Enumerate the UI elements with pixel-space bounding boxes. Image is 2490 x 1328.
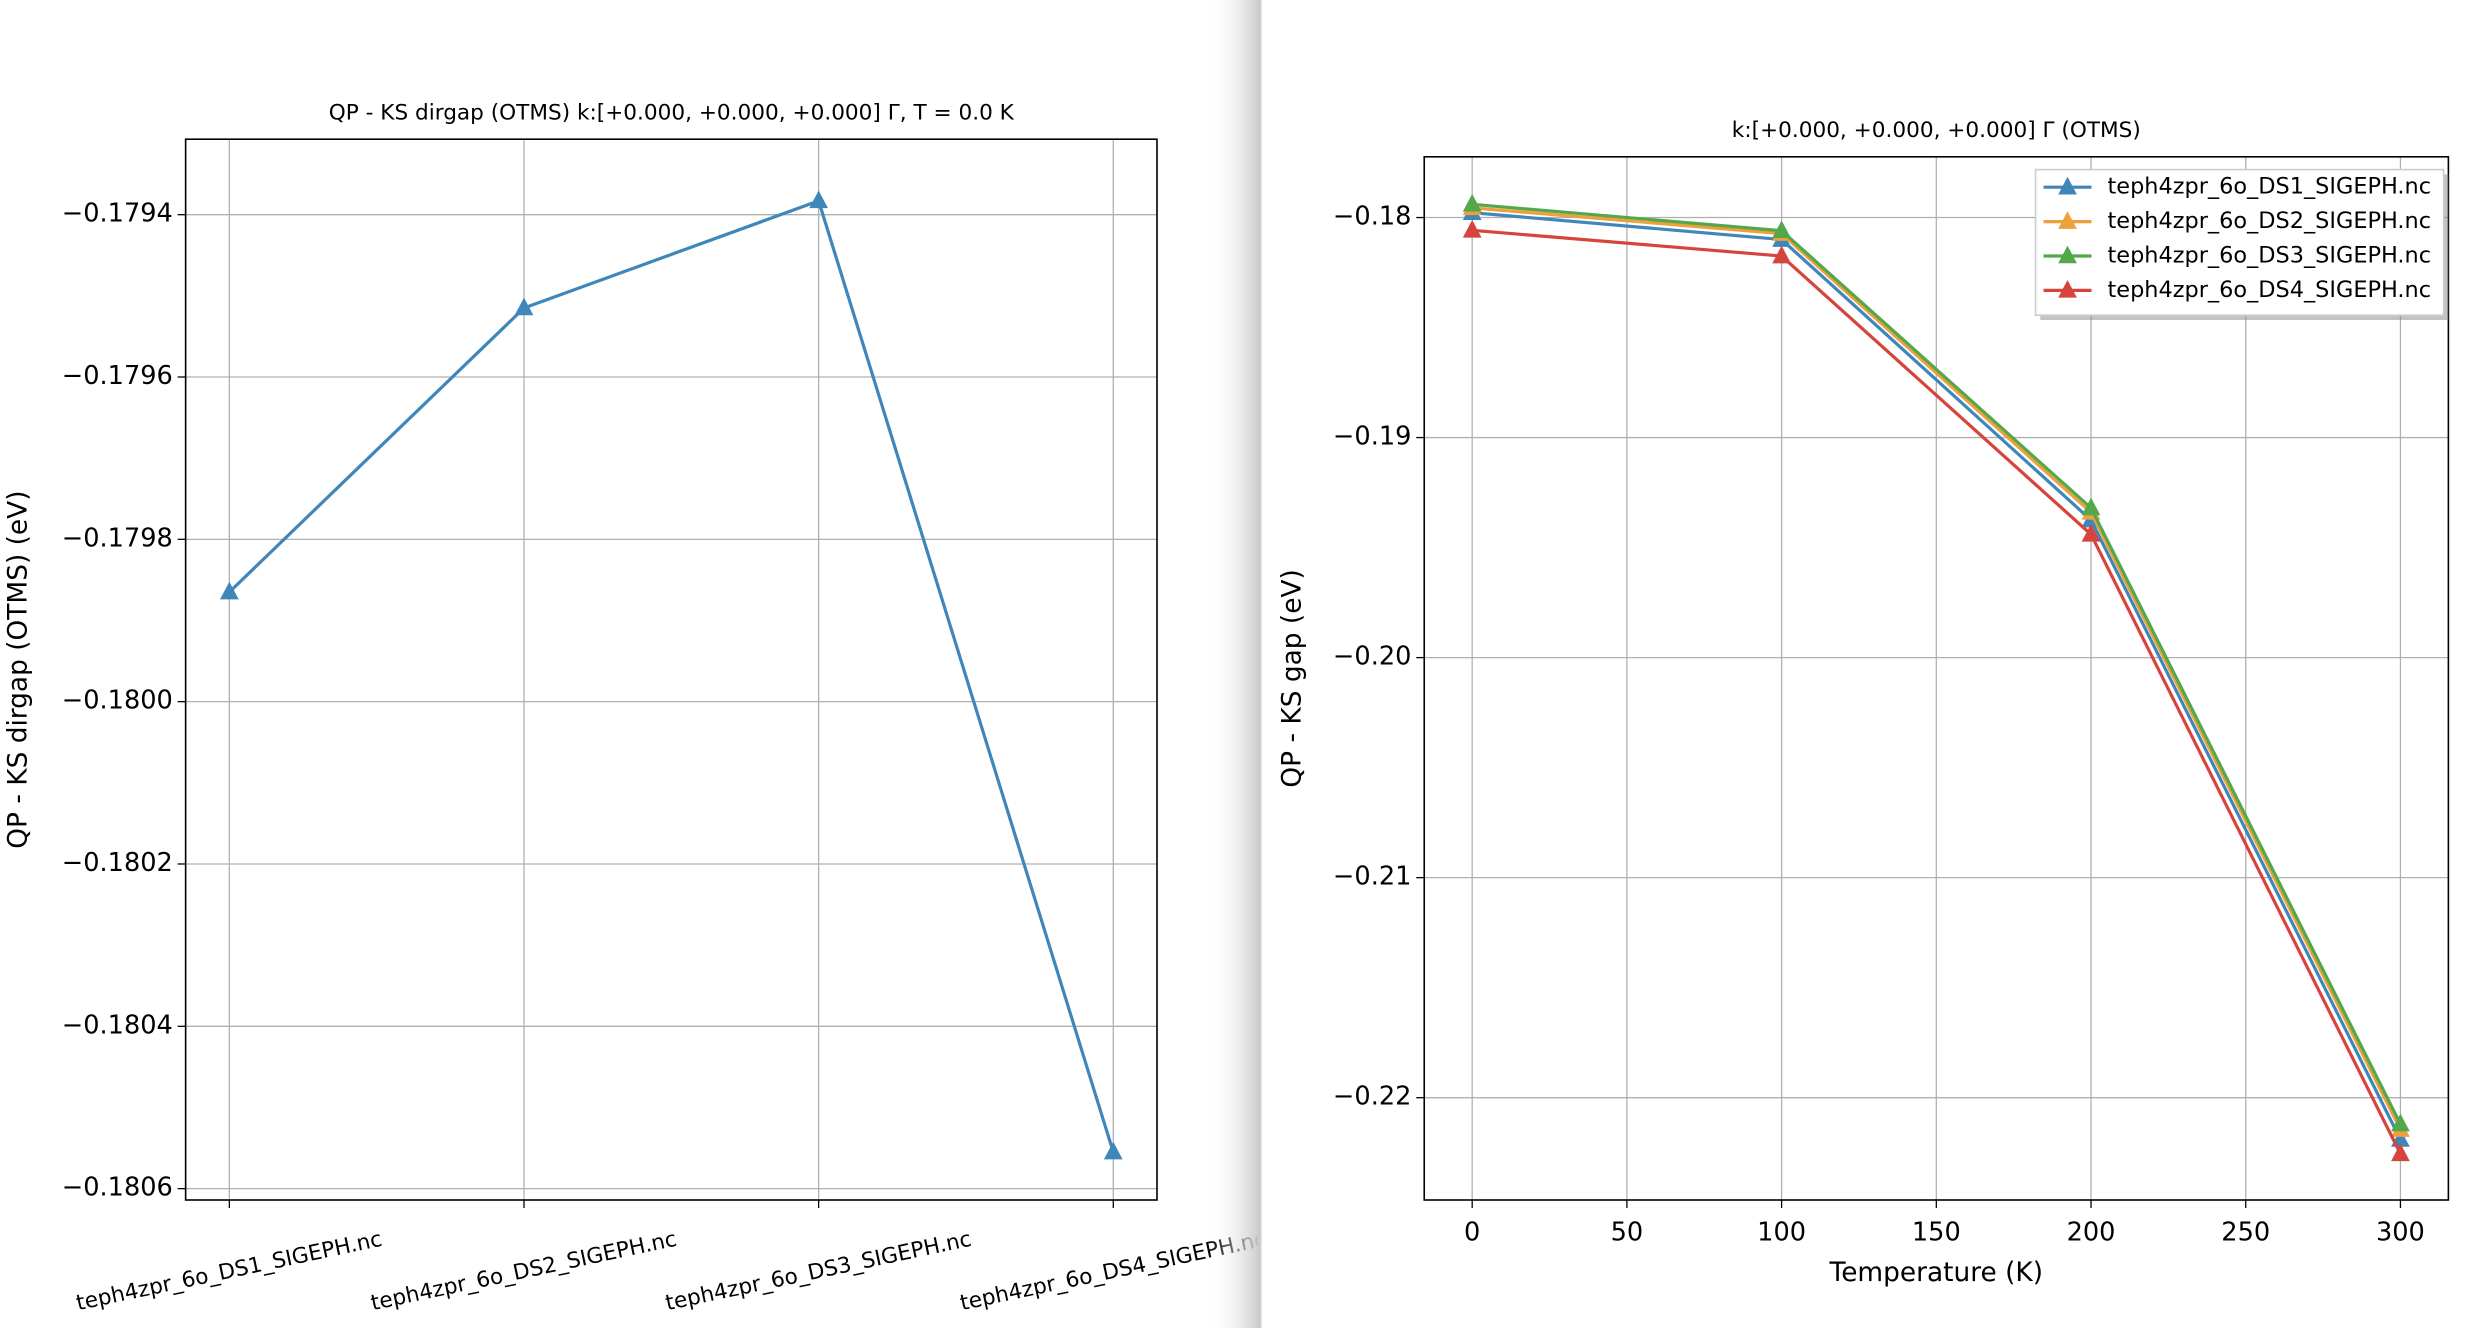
x-tick-label: 200 [2067, 1218, 2116, 1248]
x-tick-label: 150 [1912, 1218, 1961, 1248]
y-tick-label: −0.1802 [62, 848, 173, 878]
right-chart: −0.18 −0.19 −0.20 −0.21 −0.22 0 50 100 150 200 250… [1277, 118, 2450, 1288]
y-tick-label: −0.1806 [62, 1173, 173, 1203]
series-line [1472, 202, 2402, 1125]
x-tick-label: teph4zpr_6o_DS1_SIGEPH.nc [74, 1227, 384, 1316]
legend-label: teph4zpr_6o_DS2_SIGEPH.nc [2108, 208, 2432, 234]
marker [2081, 523, 2101, 542]
series-line [1472, 206, 2402, 1131]
y-tick-label: −0.22 [1333, 1082, 1411, 1112]
marker [2081, 497, 2101, 516]
y-tick-label: −0.20 [1333, 642, 1411, 672]
y-tick-label: −0.1804 [62, 1010, 173, 1040]
panel-shadow [1208, 0, 1262, 1328]
x-tick-label: 50 [1611, 1218, 1644, 1248]
x-tick-label: 100 [1757, 1218, 1806, 1248]
marker [809, 190, 828, 209]
legend-marker [2058, 245, 2077, 264]
left-chart: −0.1794 −0.1796 −0.1798 −0.1800 −0.1802 −0.18… [3, 101, 1269, 1317]
series-line [1472, 211, 2402, 1141]
x-axis-label: Temperature (K) [1829, 1257, 2043, 1288]
marker [2391, 1143, 2410, 1162]
y-tick-label: −0.1796 [62, 361, 173, 391]
plot-frame [184, 138, 1158, 1201]
y-tick-label: −0.1794 [62, 199, 173, 229]
marker [1103, 1141, 1123, 1160]
y-tick-label: −0.1798 [62, 523, 173, 553]
legend-label: teph4zpr_6o_DS4_SIGEPH.nc [2108, 277, 2432, 303]
legend-marker [2058, 280, 2077, 298]
plot-frame [1423, 156, 2450, 1201]
legend-marker [2058, 176, 2077, 195]
legend-label: teph4zpr_6o_DS3_SIGEPH.nc [2108, 243, 2432, 269]
x-tick-label: teph4zpr_6o_DS3_SIGEPH.nc [663, 1227, 973, 1316]
x-tick-label: 250 [2221, 1218, 2270, 1248]
legend-box [2034, 168, 2445, 316]
series-line [1472, 228, 2402, 1155]
y-axis-label: QP - KS dirgap (OTMS) (eV) [3, 490, 34, 848]
chart-title: k:[+0.000, +0.000, +0.000] Γ (OTMS) [1732, 118, 2141, 143]
x-tick-label: 0 [1464, 1218, 1480, 1248]
legend-marker [2058, 211, 2077, 229]
marker [1462, 219, 1482, 238]
y-tick-label: −0.18 [1333, 202, 1411, 232]
marker [1462, 193, 1482, 212]
marker [2391, 1113, 2410, 1132]
chart-title: QP - KS dirgap (OTMS) k:[+0.000, +0.000,… [329, 101, 1015, 126]
series-line [228, 198, 1115, 1153]
marker [1772, 220, 1791, 239]
marker [219, 581, 239, 600]
marker [1772, 245, 1791, 264]
x-tick-label: 300 [2376, 1218, 2425, 1248]
y-axis-label: QP - KS gap (eV) [1277, 569, 1308, 787]
y-tick-label: −0.1800 [62, 686, 173, 716]
y-tick-label: −0.19 [1333, 422, 1411, 452]
marker [514, 297, 534, 316]
y-tick-label: −0.21 [1333, 862, 1411, 892]
x-tick-label: teph4zpr_6o_DS2_SIGEPH.nc [369, 1227, 679, 1316]
legend-label: teph4zpr_6o_DS1_SIGEPH.nc [2108, 174, 2432, 200]
